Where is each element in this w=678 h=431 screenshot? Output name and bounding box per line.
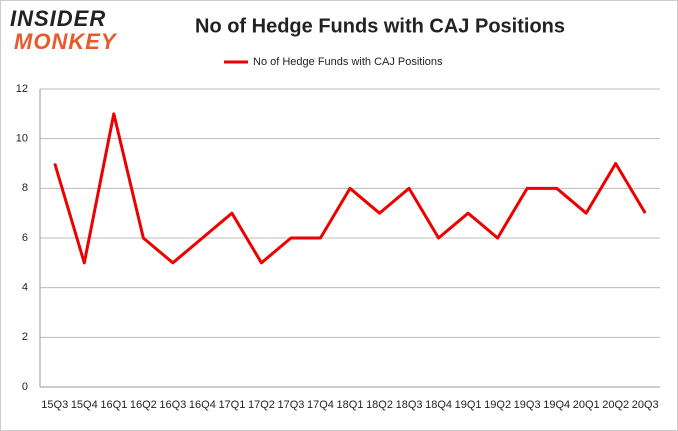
x-tick-label: 18Q2: [366, 399, 393, 411]
x-tick-label: 17Q4: [307, 399, 334, 411]
x-tick-label: 19Q1: [455, 399, 482, 411]
x-tick-label: 20Q2: [602, 399, 629, 411]
x-tick-label: 19Q2: [484, 399, 511, 411]
data-line: [53, 112, 647, 265]
x-tick-label: 15Q3: [41, 399, 68, 411]
y-tick-label: 8: [22, 182, 28, 194]
x-tick-label: 16Q4: [189, 399, 216, 411]
legend-label: No of Hedge Funds with CAJ Positions: [253, 56, 443, 68]
x-tick-label: 19Q4: [543, 399, 570, 411]
x-tick-label: 18Q1: [337, 399, 364, 411]
x-tick-label: 17Q2: [248, 399, 275, 411]
y-tick-label: 0: [22, 381, 28, 393]
x-tick-label: 17Q3: [277, 399, 304, 411]
x-tick-label: 18Q3: [396, 399, 423, 411]
y-tick-label: 4: [22, 282, 28, 294]
x-tick-label: 20Q1: [573, 399, 600, 411]
y-tick-label: 12: [16, 83, 28, 95]
y-tick-label: 6: [22, 232, 28, 244]
logo-top: INSIDER: [10, 6, 106, 31]
y-tick-label: 10: [16, 133, 28, 145]
y-tick-label: 2: [22, 331, 28, 343]
x-tick-label: 16Q1: [100, 399, 127, 411]
x-tick-label: 17Q1: [218, 399, 245, 411]
x-tick-label: 16Q2: [130, 399, 157, 411]
x-tick-label: 16Q3: [159, 399, 186, 411]
x-tick-label: 20Q3: [632, 399, 659, 411]
x-tick-label: 19Q3: [514, 399, 541, 411]
x-tick-label: 15Q4: [71, 399, 98, 411]
x-tick-label: 18Q4: [425, 399, 452, 411]
chart-title: No of Hedge Funds with CAJ Positions: [195, 15, 565, 37]
logo-bottom: MONKEY: [14, 29, 118, 54]
